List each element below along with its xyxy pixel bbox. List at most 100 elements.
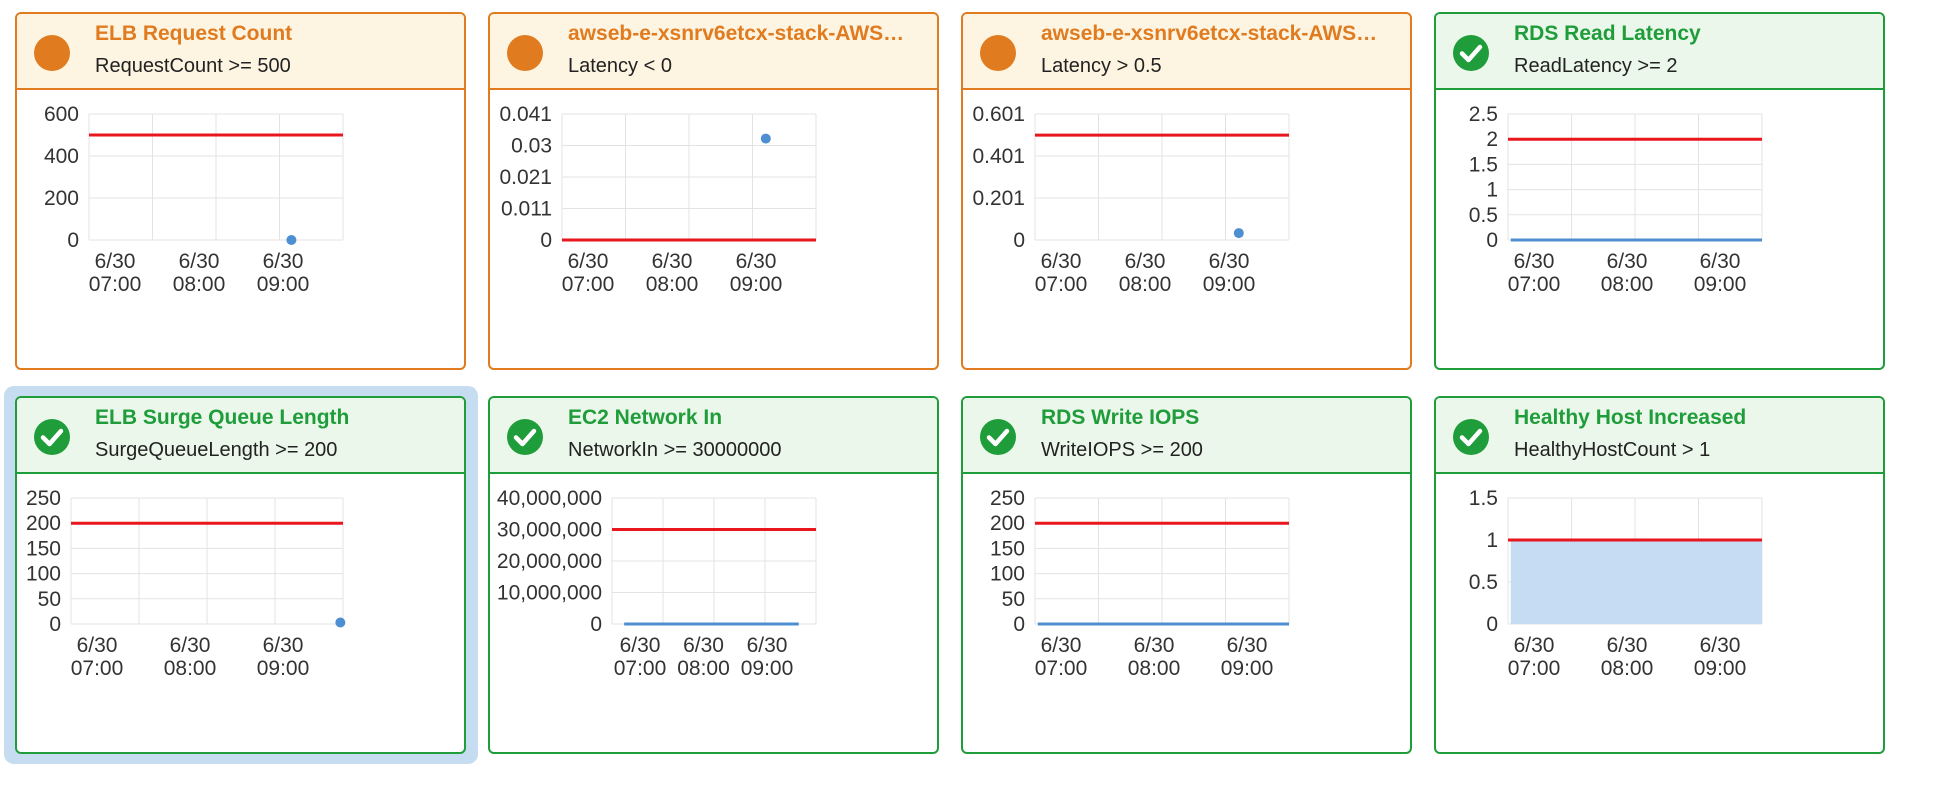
alarm-dot-icon: [980, 35, 1016, 71]
card-header[interactable]: Healthy Host Increased HealthyHostCount …: [1436, 398, 1883, 474]
y-tick-label: 250: [26, 487, 61, 510]
check-circle-icon: [34, 419, 70, 455]
check-circle-icon: [1453, 35, 1489, 71]
x-tick-label: 6/30: [747, 634, 788, 657]
x-tick-label: 6/30: [1514, 250, 1555, 273]
metric-chart: 40,000,000 30,000,000 20,000,000 10,000,000…: [497, 487, 817, 680]
card-title[interactable]: RDS Read Latency: [1514, 22, 1701, 45]
x-tick-label: 6/30: [1607, 634, 1648, 657]
x-tick-label: 6/30: [77, 634, 118, 657]
alarm-condition: HealthyHostCount > 1: [1514, 439, 1711, 461]
x-tick-label: 6/30: [1125, 250, 1166, 273]
x-tick-label: 09:00: [741, 657, 794, 680]
y-tick-label: 0: [49, 613, 61, 636]
card-title[interactable]: awseb-e-xsnrv6etcx-stack-AWS…: [568, 22, 905, 45]
y-tick-label: 150: [990, 537, 1025, 560]
y-tick-label: 400: [44, 145, 79, 168]
card-title[interactable]: EC2 Network In: [568, 406, 723, 429]
alarm-condition: SurgeQueueLength >= 200: [95, 439, 338, 461]
y-tick-label: 0.401: [972, 145, 1025, 168]
y-tick-label: 40,000,000: [497, 487, 602, 510]
y-tick-label: 0: [1486, 229, 1498, 252]
y-tick-label: 250: [990, 487, 1025, 510]
y-tick-label: 0.201: [972, 187, 1025, 210]
x-tick-label: 6/30: [683, 634, 724, 657]
alarm-condition: RequestCount >= 500: [95, 55, 291, 77]
y-tick-label: 0: [590, 613, 602, 636]
x-tick-label: 6/30: [1041, 250, 1082, 273]
check-circle-icon: [507, 419, 543, 455]
card-header[interactable]: RDS Write IOPS WriteIOPS >= 200: [963, 398, 1410, 474]
card-title[interactable]: ELB Request Count: [95, 22, 293, 45]
alarm-condition: WriteIOPS >= 200: [1041, 439, 1203, 461]
y-tick-label: 0.601: [972, 103, 1025, 126]
y-tick-label: 100: [26, 563, 61, 586]
y-tick-label: 0.03: [511, 135, 552, 158]
x-tick-label: 6/30: [1700, 634, 1741, 657]
check-circle-icon: [980, 419, 1016, 455]
y-tick-label: 20,000,000: [497, 550, 602, 573]
y-tick-label: 0.5: [1469, 204, 1498, 227]
alarm-condition: Latency > 0.5: [1041, 55, 1162, 77]
x-tick-label: 08:00: [164, 657, 217, 680]
x-tick-label: 6/30: [263, 634, 304, 657]
x-tick-label: 08:00: [1601, 657, 1654, 680]
x-tick-label: 07:00: [1508, 657, 1561, 680]
x-tick-label: 07:00: [1035, 273, 1088, 296]
alarm-condition: Latency < 0: [568, 55, 672, 77]
x-tick-label: 09:00: [1203, 273, 1256, 296]
alarm-card-elb-surge-queue-length[interactable]: ELB Surge Queue Length SurgeQueueLength …: [15, 396, 466, 754]
series-area: [1510, 540, 1762, 624]
x-tick-label: 6/30: [1209, 250, 1250, 273]
card-header[interactable]: RDS Read Latency ReadLatency >= 2: [1436, 14, 1883, 90]
card-title[interactable]: Healthy Host Increased: [1514, 406, 1747, 429]
y-tick-label: 0: [1013, 613, 1025, 636]
y-tick-label: 1.5: [1469, 487, 1498, 510]
x-tick-label: 09:00: [730, 273, 783, 296]
y-tick-label: 1: [1486, 179, 1498, 202]
x-tick-label: 08:00: [1128, 657, 1181, 680]
x-tick-label: 07:00: [562, 273, 615, 296]
card-title[interactable]: ELB Surge Queue Length: [95, 406, 350, 429]
x-tick-label: 08:00: [646, 273, 699, 296]
x-tick-label: 6/30: [1227, 634, 1268, 657]
alarm-card-rds-read-latency[interactable]: RDS Read Latency ReadLatency >= 2 2.5 2 1.…: [1434, 12, 1885, 370]
y-tick-label: 200: [44, 187, 79, 210]
x-tick-label: 07:00: [89, 273, 142, 296]
card-header[interactable]: EC2 Network In NetworkIn >= 30000000: [490, 398, 937, 474]
y-tick-label: 0: [1486, 613, 1498, 636]
card-title[interactable]: RDS Write IOPS: [1041, 406, 1200, 429]
y-tick-label: 0: [67, 229, 79, 252]
data-point: [1233, 228, 1244, 239]
x-tick-label: 07:00: [1035, 657, 1088, 680]
card-title[interactable]: awseb-e-xsnrv6etcx-stack-AWS…: [1041, 22, 1378, 45]
x-tick-label: 07:00: [614, 657, 667, 680]
metric-chart: 0.0410.030.0210.01106/3007:006/3008:006/…: [499, 103, 817, 296]
card-header[interactable]: ELB Surge Queue Length SurgeQueueLength …: [17, 398, 464, 474]
x-tick-label: 09:00: [1694, 657, 1747, 680]
x-tick-label: 08:00: [1119, 273, 1172, 296]
alarm-card-latency-gt-05[interactable]: awseb-e-xsnrv6etcx-stack-AWS… Latency > …: [961, 12, 1412, 370]
alarm-card-healthy-host-increased[interactable]: Healthy Host Increased HealthyHostCount …: [1434, 396, 1885, 754]
y-tick-label: 1.5: [1469, 153, 1498, 176]
x-tick-label: 6/30: [1134, 634, 1175, 657]
x-tick-label: 6/30: [620, 634, 661, 657]
alarm-dot-icon: [507, 35, 543, 71]
y-tick-label: 30,000,000: [497, 519, 602, 542]
x-tick-label: 6/30: [568, 250, 609, 273]
data-point: [335, 617, 346, 628]
alarm-condition: NetworkIn >= 30000000: [568, 439, 782, 461]
card-header[interactable]: awseb-e-xsnrv6etcx-stack-AWS… Latency < …: [490, 14, 937, 90]
y-tick-label: 0: [540, 229, 552, 252]
alarm-card-rds-write-iops[interactable]: RDS Write IOPS WriteIOPS >= 200 250 200 15…: [961, 396, 1412, 754]
data-point: [286, 235, 297, 245]
alarm-card-ec2-network-in[interactable]: EC2 Network In NetworkIn >= 30000000 40,…: [488, 396, 939, 754]
alarm-card-latency-lt-0[interactable]: awseb-e-xsnrv6etcx-stack-AWS… Latency < …: [488, 12, 939, 370]
y-tick-label: 150: [26, 537, 61, 560]
card-header[interactable]: awseb-e-xsnrv6etcx-stack-AWS… Latency > …: [963, 14, 1410, 90]
card-header[interactable]: ELB Request Count RequestCount >= 500: [17, 14, 464, 90]
alarm-card-elb-request-count[interactable]: ELB Request Count RequestCount >= 500 60…: [15, 12, 466, 370]
y-tick-label: 0: [1013, 229, 1025, 252]
y-tick-label: 2: [1486, 128, 1498, 151]
